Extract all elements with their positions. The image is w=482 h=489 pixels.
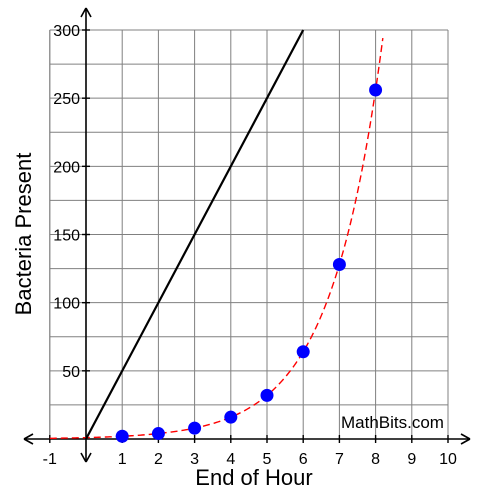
data-point	[260, 388, 274, 402]
x-tick-label: 8	[371, 451, 380, 468]
x-tick-label: 4	[226, 451, 235, 468]
y-tick-label: 200	[53, 159, 80, 176]
y-axis-arrow-bottom	[80, 452, 92, 463]
y-axis-title: Bacteria Present	[11, 153, 36, 316]
data-point	[332, 257, 346, 271]
y-tick-label: 300	[53, 23, 80, 40]
axes	[23, 7, 471, 463]
data-point	[224, 410, 238, 424]
y-tick-label: 100	[53, 296, 80, 313]
y-tick-label: 250	[53, 91, 80, 108]
x-tick-label: 2	[154, 451, 163, 468]
watermark: MathBits.com	[341, 413, 444, 432]
x-tick-label: 1	[118, 451, 127, 468]
data-point	[296, 345, 310, 359]
linear-line	[85, 29, 305, 440]
y-axis-arrow-top	[80, 7, 92, 18]
data-point	[115, 429, 129, 443]
y-tick-label: 150	[53, 228, 80, 245]
x-axis-arrow-right	[460, 433, 471, 445]
x-tick-label: 10	[439, 451, 457, 468]
x-axis-arrow-left	[23, 433, 34, 445]
plot-area	[49, 29, 384, 443]
x-tick-label: 7	[335, 451, 344, 468]
x-tick-label: 5	[263, 451, 272, 468]
data-point	[151, 427, 165, 441]
x-tick-label: -1	[43, 451, 57, 468]
x-tick-label: 3	[190, 451, 199, 468]
tick-labels: -1 1 2 3 4 5 6 7 8 9 10 50 100 150 200 250 300	[43, 23, 457, 468]
exponential-curve	[49, 37, 384, 440]
y-tick-label: 50	[62, 364, 80, 381]
x-tick-label: 9	[407, 451, 416, 468]
x-axis-title: End of Hour	[195, 465, 312, 489]
grid-lines	[49, 29, 449, 439]
data-point	[188, 421, 202, 435]
x-tick-label: 6	[299, 451, 308, 468]
data-point	[369, 83, 383, 97]
